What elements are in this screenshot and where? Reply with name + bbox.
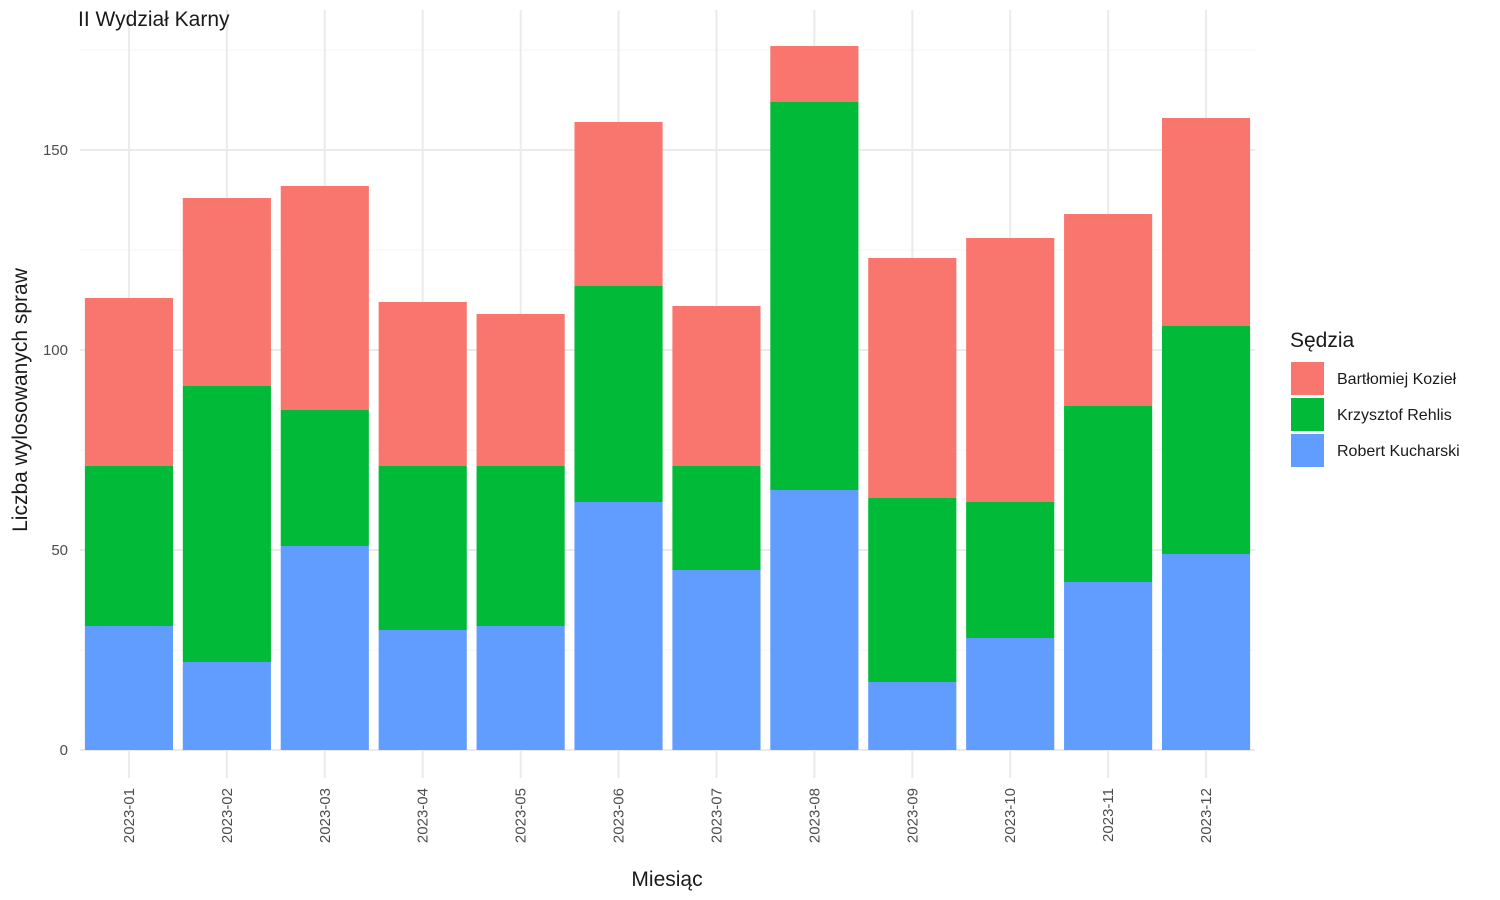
bar-robert-kucharski-2023-10: [966, 638, 1055, 750]
bar-krzysztof-rehlis-2023-08: [770, 102, 859, 490]
bar-krzysztof-rehlis-2023-06: [574, 286, 663, 502]
bar-krzysztof-rehlis-2023-04: [378, 466, 467, 630]
bar-bartlomiej-koziel-2023-12: [1161, 118, 1251, 326]
legend-title: Sędzia: [1290, 329, 1355, 352]
bar-robert-kucharski-2023-11: [1064, 582, 1153, 750]
bar-krzysztof-rehlis-2023-05: [476, 466, 565, 626]
bar-bartlomiej-koziel-2023-04: [378, 302, 467, 466]
legend-key: [1291, 398, 1324, 431]
x-axis-ticks: 2023-01 2023-02 2023-03 2023-04 2023-05 2023-…: [121, 788, 1215, 843]
bar-bartlomiej-koziel-2023-09: [868, 258, 957, 498]
bar-robert-kucharski-2023-03: [280, 546, 369, 750]
bar-robert-kucharski-2023-12: [1161, 554, 1251, 750]
bar-robert-kucharski-2023-05: [476, 626, 565, 750]
bar-robert-kucharski-2023-08: [770, 490, 859, 750]
y-axis-ticks: 0 50 100 150: [43, 142, 68, 759]
x-tick-label: 2023-12: [1198, 788, 1215, 843]
x-tick-label: 2023-06: [611, 788, 628, 843]
bar-bartlomiej-koziel-2023-07: [672, 306, 761, 466]
bar-krzysztof-rehlis-2023-09: [868, 498, 957, 682]
legend-label: Robert Kucharski: [1337, 443, 1460, 460]
x-tick-label: 2023-04: [415, 788, 432, 843]
bar-robert-kucharski-2023-09: [868, 682, 957, 750]
legend-label: Bartłomiej Kozieł: [1337, 371, 1457, 388]
y-axis-title: Liczba wylosowanych spraw: [9, 267, 32, 532]
bar-krzysztof-rehlis-2023-02: [182, 386, 271, 662]
bar-krzysztof-rehlis-2023-11: [1064, 406, 1153, 582]
y-tick-label: 150: [43, 142, 68, 159]
bar-krzysztof-rehlis-2023-07: [672, 466, 761, 570]
bar-bartlomiej-koziel-2023-05: [476, 314, 565, 466]
bars: [84, 46, 1251, 750]
legend-items: Bartłomiej Kozieł Krzysztof Rehlis Robert …: [1291, 362, 1460, 467]
x-tick-label: 2023-03: [317, 788, 334, 843]
legend: Sędzia Bartłomiej Kozieł Krzysztof Rehlis…: [1290, 329, 1460, 467]
x-tick-label: 2023-09: [904, 788, 921, 843]
y-tick-label: 100: [43, 342, 68, 359]
bar-krzysztof-rehlis-2023-01: [84, 466, 174, 626]
x-tick-label: 2023-05: [513, 788, 530, 843]
x-tick-label: 2023-07: [708, 788, 725, 843]
bar-robert-kucharski-2023-07: [672, 570, 761, 750]
x-tick-label: 2023-08: [806, 788, 823, 843]
bar-robert-kucharski-2023-04: [378, 630, 467, 750]
bar-krzysztof-rehlis-2023-10: [966, 502, 1055, 638]
legend-key: [1291, 434, 1324, 467]
bar-bartlomiej-koziel-2023-06: [574, 122, 663, 286]
x-tick-label: 2023-10: [1002, 788, 1019, 843]
chart-title: II Wydział Karny: [78, 8, 230, 31]
bar-bartlomiej-koziel-2023-08: [770, 46, 859, 102]
x-axis-title: Miesiąc: [631, 868, 702, 891]
bar-krzysztof-rehlis-2023-03: [280, 410, 369, 546]
bar-bartlomiej-koziel-2023-01: [84, 298, 174, 466]
bar-bartlomiej-koziel-2023-10: [966, 238, 1055, 502]
y-tick-label: 50: [51, 542, 68, 559]
y-tick-label: 0: [60, 742, 68, 759]
bar-krzysztof-rehlis-2023-12: [1161, 326, 1251, 554]
bar-robert-kucharski-2023-01: [84, 626, 174, 750]
x-tick-label: 2023-01: [121, 788, 138, 843]
bar-bartlomiej-koziel-2023-03: [280, 186, 369, 410]
x-tick-label: 2023-11: [1100, 788, 1117, 842]
legend-key: [1291, 362, 1324, 395]
x-tick-label: 2023-02: [219, 788, 236, 843]
bar-robert-kucharski-2023-02: [182, 662, 271, 750]
legend-label: Krzysztof Rehlis: [1337, 407, 1452, 424]
bar-bartlomiej-koziel-2023-11: [1064, 214, 1153, 406]
bar-bartlomiej-koziel-2023-02: [182, 198, 271, 386]
bar-robert-kucharski-2023-06: [574, 502, 663, 750]
